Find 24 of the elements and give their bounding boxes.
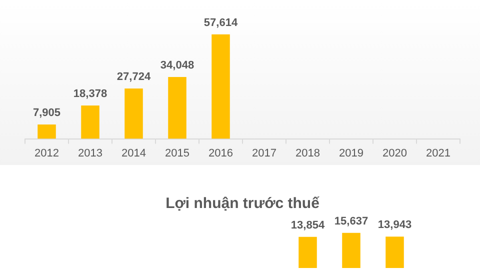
x-tick-label: 2018 bbox=[296, 147, 320, 160]
bar bbox=[168, 77, 186, 139]
bar bbox=[38, 124, 56, 139]
data-label: 13,943 bbox=[378, 219, 412, 232]
data-label: 27,724 bbox=[116, 71, 152, 84]
data-label: 7,905 bbox=[32, 106, 61, 119]
x-tick-label: 2014 bbox=[122, 147, 146, 160]
data-label: 18,378 bbox=[73, 88, 108, 100]
x-tick-label: 2015 bbox=[165, 147, 190, 160]
data-label: 15,637 bbox=[334, 215, 368, 228]
x-tick-label: 2012 bbox=[34, 147, 59, 160]
data-label: 13,854 bbox=[290, 219, 326, 232]
x-tick-label: 2019 bbox=[339, 147, 364, 160]
x-tick-label: 2016 bbox=[208, 147, 233, 160]
x-tick-label: 2013 bbox=[78, 147, 102, 160]
x-tick-label: 2021 bbox=[426, 147, 450, 160]
bar bbox=[124, 88, 143, 139]
chart-title: Lợi nhuận trước thuế bbox=[166, 195, 320, 212]
x-tick-label: 2020 bbox=[382, 147, 407, 160]
bar bbox=[81, 105, 100, 139]
x-tick-label: 2017 bbox=[252, 147, 276, 160]
data-label: 34,048 bbox=[160, 60, 194, 72]
data-label: 57,614 bbox=[204, 16, 238, 29]
bar bbox=[212, 34, 230, 139]
